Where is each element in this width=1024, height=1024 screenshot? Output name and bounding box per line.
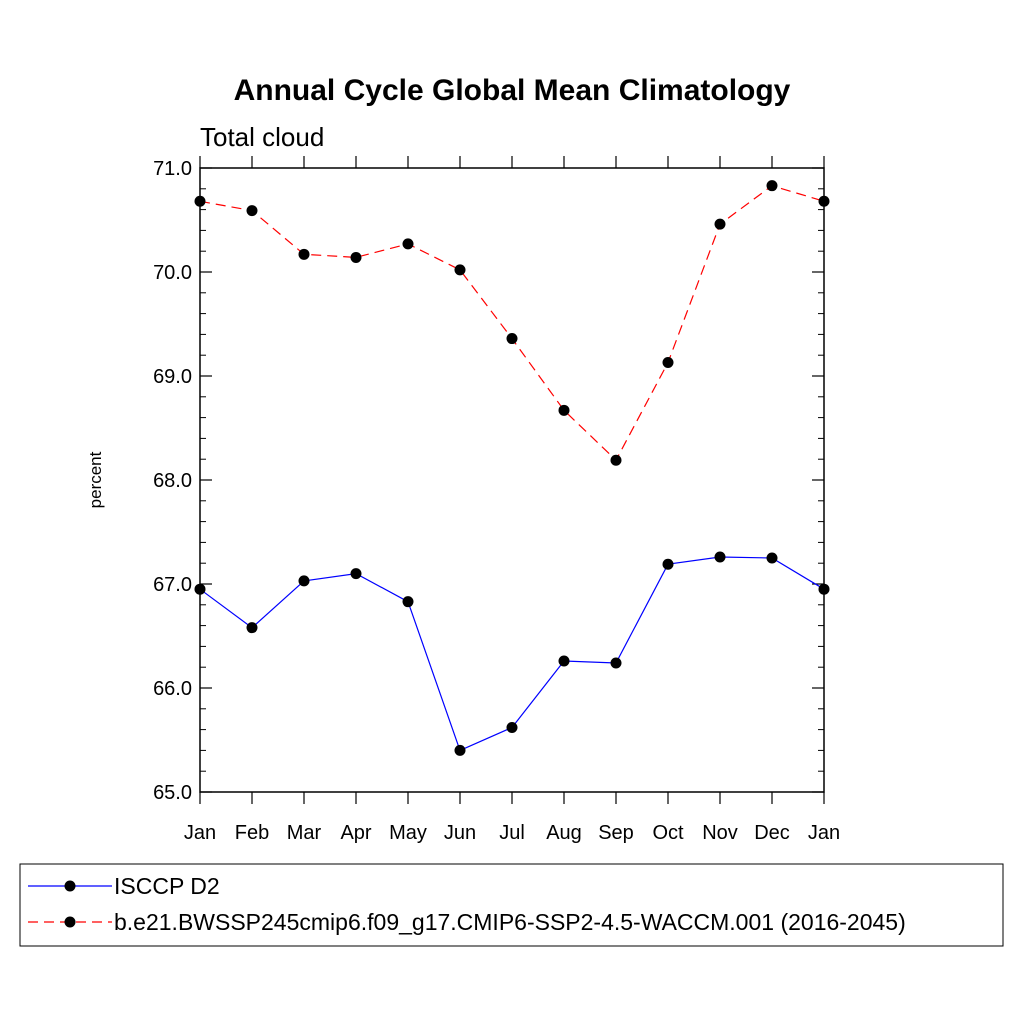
data-point xyxy=(558,404,570,416)
legend-marker xyxy=(64,916,76,928)
data-point xyxy=(402,596,414,608)
data-point xyxy=(610,657,622,669)
x-tick-label: Jun xyxy=(444,822,476,844)
data-point xyxy=(506,722,518,734)
y-tick-label: 66.0 xyxy=(153,678,192,700)
data-point xyxy=(662,558,674,570)
data-point xyxy=(558,655,570,667)
x-tick-label: Nov xyxy=(702,822,738,844)
data-point xyxy=(610,454,622,466)
chart-title: Annual Cycle Global Mean Climatology xyxy=(234,74,791,107)
legend-items: ISCCP D2 b.e21.BWSSP245cmip6.f09_g17.CMIP… xyxy=(28,873,906,935)
chart-subtitle: Total cloud xyxy=(200,122,324,152)
y-tick-label: 65.0 xyxy=(153,782,192,804)
data-point xyxy=(818,195,830,207)
y-tick-label: 71.0 xyxy=(153,158,192,180)
x-tick-label: Oct xyxy=(652,822,684,844)
data-point xyxy=(714,218,726,230)
series-line xyxy=(199,556,825,752)
data-point xyxy=(454,744,466,756)
x-tick-label: May xyxy=(389,822,427,844)
series-1 xyxy=(194,551,830,756)
x-tick-label: Mar xyxy=(287,822,322,844)
data-point xyxy=(194,195,206,207)
x-tick-label: Feb xyxy=(235,822,269,844)
legend: ISCCP D2 b.e21.BWSSP245cmip6.f09_g17.CMIP… xyxy=(19,863,1004,947)
data-point xyxy=(766,552,778,564)
data-point xyxy=(402,238,414,250)
data-point xyxy=(714,551,726,563)
x-tick-label: Jul xyxy=(499,822,525,844)
x-tick-label: Dec xyxy=(754,822,790,844)
plot-frame xyxy=(199,167,825,793)
y-axis-label: percent xyxy=(86,451,105,508)
legend-marker xyxy=(64,880,76,892)
axis-ticks xyxy=(199,156,825,804)
data-point xyxy=(246,622,258,634)
y-tick-label: 69.0 xyxy=(153,366,192,388)
x-tick-label: Jan xyxy=(184,822,216,844)
data-point xyxy=(662,356,674,368)
x-tick-label: Apr xyxy=(340,822,371,844)
data-point xyxy=(298,248,310,260)
legend-entry-2: b.e21.BWSSP245cmip6.f09_g17.CMIP6-SSP2-4… xyxy=(28,909,906,935)
data-point xyxy=(350,251,362,263)
series-layer xyxy=(194,180,830,756)
x-tick-label: Jan xyxy=(808,822,840,844)
y-tick-label: 67.0 xyxy=(153,574,192,596)
data-point xyxy=(454,264,466,276)
series-line xyxy=(199,185,825,462)
legend-label: b.e21.BWSSP245cmip6.f09_g17.CMIP6-SSP2-4… xyxy=(114,909,906,935)
data-point xyxy=(766,180,778,192)
data-point xyxy=(194,583,206,595)
data-point xyxy=(350,568,362,580)
tick-labels: Jan Feb Mar Apr May Jun Jul Aug Sep Oct Nov Dec Jan 6… xyxy=(153,158,840,844)
legend-box xyxy=(19,863,1004,947)
data-point xyxy=(246,205,258,217)
x-tick-label: Aug xyxy=(546,822,582,844)
x-tick-label: Sep xyxy=(598,822,634,844)
data-point xyxy=(506,333,518,345)
data-point xyxy=(818,583,830,595)
y-tick-label: 70.0 xyxy=(153,262,192,284)
legend-label: ISCCP D2 xyxy=(114,873,220,899)
legend-entry-1: ISCCP D2 xyxy=(28,873,220,899)
y-tick-label: 68.0 xyxy=(153,470,192,492)
series-2 xyxy=(194,180,830,466)
data-point xyxy=(298,575,310,587)
